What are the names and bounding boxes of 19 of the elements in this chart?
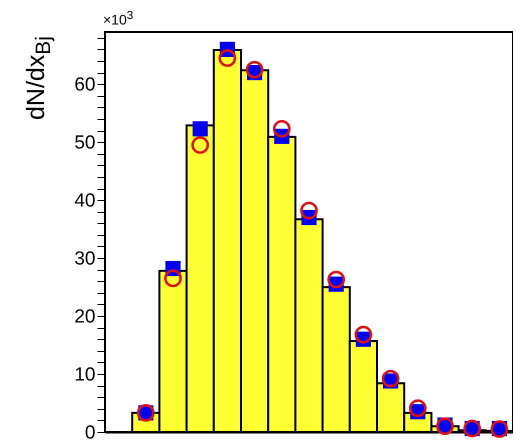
point [408, 399, 427, 418]
text: ×10$^{3}$ [103, 9, 134, 28]
point [218, 49, 236, 67]
point [246, 60, 264, 78]
point [192, 121, 208, 136]
point [354, 326, 372, 344]
point [191, 136, 210, 154]
y-tick-label: 50 [74, 132, 96, 154]
point [272, 120, 291, 138]
y-tick-label: 40 [74, 190, 96, 212]
y-tick-label: 10 [74, 364, 96, 386]
y-tick-label: 20 [74, 306, 96, 328]
y-tick-label: 30 [74, 248, 96, 270]
point [300, 202, 318, 220]
point [382, 370, 400, 388]
y-tick-label: 60 [74, 74, 96, 96]
point [327, 270, 346, 288]
y-tick-label: 0 [84, 422, 96, 444]
point [164, 270, 182, 288]
